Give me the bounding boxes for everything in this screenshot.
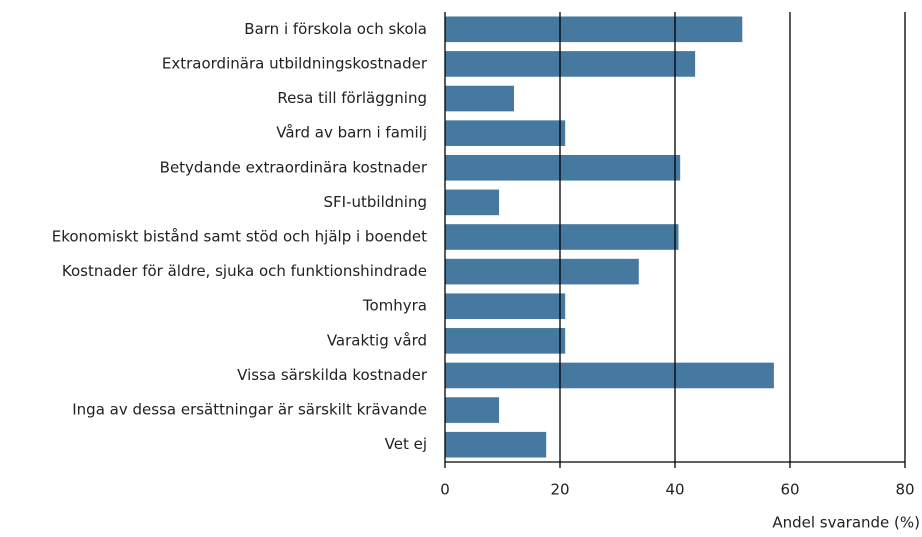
bar	[445, 51, 696, 77]
y-tick-label: Tomhyra	[362, 297, 427, 315]
y-tick-label: Extraordinära utbildningskostnader	[162, 54, 428, 72]
x-tick-label: 20	[550, 481, 569, 499]
y-tick-label: Vet ej	[385, 435, 427, 453]
y-tick-label: Resa till förläggning	[277, 89, 427, 107]
bar	[445, 120, 566, 146]
bar	[445, 224, 679, 250]
bar	[445, 258, 639, 285]
bar	[445, 362, 774, 389]
x-axis-label: Andel svarande (%)	[772, 514, 920, 532]
y-tick-label: Inga av dessa ersättningar är särskilt k…	[72, 401, 427, 419]
y-tick-label: SFI-utbildning	[324, 193, 427, 211]
y-tick-label: Vård av barn i familj	[276, 124, 427, 142]
x-tick-label: 0	[440, 481, 450, 499]
y-tick-label: Barn i förskola och skola	[244, 20, 427, 38]
bar	[445, 328, 566, 354]
x-tick-label: 80	[895, 481, 914, 499]
y-tick-label: Betydande extraordinära kostnader	[160, 158, 428, 176]
y-tick-label: Varaktig vård	[327, 331, 427, 349]
y-tick-label: Kostnader för äldre, sjuka och funktions…	[62, 262, 427, 280]
bar	[445, 85, 514, 112]
bar	[445, 431, 547, 458]
x-tick-label: 60	[780, 481, 799, 499]
y-tick-label: Ekonomiskt bistånd samt stöd och hjälp i…	[52, 228, 427, 246]
bar	[445, 16, 743, 43]
bar	[445, 154, 681, 181]
x-tick-label: 40	[665, 481, 684, 499]
y-tick-label: Vissa särskilda kostnader	[237, 366, 428, 384]
bar	[445, 397, 500, 423]
bar	[445, 189, 500, 216]
bar	[445, 293, 566, 320]
